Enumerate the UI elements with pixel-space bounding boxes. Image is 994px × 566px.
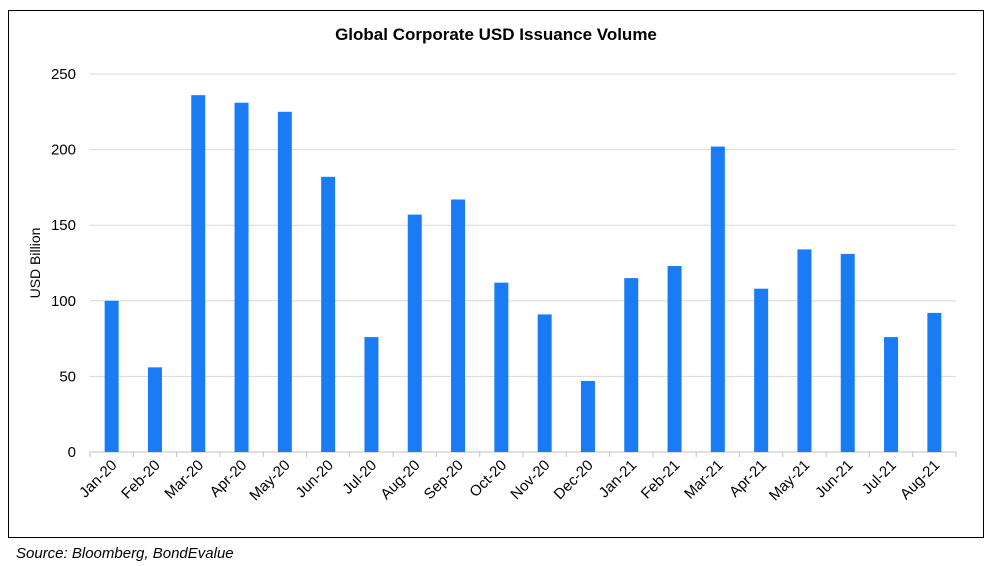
y-tick-label: 200 <box>51 142 76 159</box>
bar <box>537 314 552 452</box>
y-tick-label: 100 <box>51 293 76 310</box>
bar <box>451 199 466 452</box>
bar <box>364 337 379 452</box>
x-tick-label: Apr-21 <box>726 457 770 501</box>
bar <box>710 146 725 453</box>
x-tick-label: Mar-20 <box>161 457 207 503</box>
bar <box>321 176 336 453</box>
bar <box>840 253 855 452</box>
bars <box>104 95 942 453</box>
x-tick-label: Aug-21 <box>897 457 943 503</box>
bar <box>277 111 292 453</box>
bar <box>407 214 422 452</box>
y-tick-label: 250 <box>51 66 76 83</box>
x-tick-label: Jun-20 <box>293 457 337 501</box>
bar <box>191 95 206 452</box>
bar <box>580 380 595 452</box>
bar <box>797 249 812 452</box>
x-tick-label: Jan-20 <box>76 457 120 501</box>
bar <box>104 300 119 452</box>
x-tick-label: Mar-21 <box>681 457 727 503</box>
x-tick-label: Jul-21 <box>859 457 900 498</box>
source-note: Source: Bloomberg, BondEvalue <box>16 545 234 562</box>
x-tick-label: Oct-20 <box>466 457 510 501</box>
x-tick-label: May-20 <box>246 457 293 504</box>
y-axis-label: USD Billion <box>27 228 43 299</box>
y-tick-label: 0 <box>68 444 76 461</box>
bar <box>754 288 769 452</box>
x-tick-label: Jun-21 <box>812 457 856 501</box>
x-tick-label: Aug-20 <box>377 457 423 503</box>
bar <box>147 367 162 452</box>
x-tick-label: May-21 <box>766 457 813 504</box>
x-tick-label: Apr-20 <box>207 457 251 501</box>
bar <box>624 278 639 452</box>
x-tick-label: Feb-21 <box>638 457 684 503</box>
bar <box>234 102 249 452</box>
x-tick-label: Jan-21 <box>596 457 640 501</box>
y-tick-labels: 0 50 100 150 200 250 <box>51 66 76 461</box>
bar <box>494 282 509 452</box>
bar <box>884 337 899 452</box>
gridlines <box>89 73 957 457</box>
bar <box>667 266 682 452</box>
y-tick-label: 150 <box>51 217 76 234</box>
chart-title: Global Corporate USD Issuance Volume <box>335 25 657 44</box>
y-tick-label: 50 <box>59 368 76 385</box>
x-tick-label: Dec-20 <box>551 457 597 503</box>
x-tick-label: Feb-20 <box>118 457 164 503</box>
bar <box>927 312 942 452</box>
x-tick-label: Jul-20 <box>339 457 380 498</box>
x-tick-label: Sep-20 <box>421 457 467 503</box>
x-tick-label: Nov-20 <box>507 457 553 503</box>
